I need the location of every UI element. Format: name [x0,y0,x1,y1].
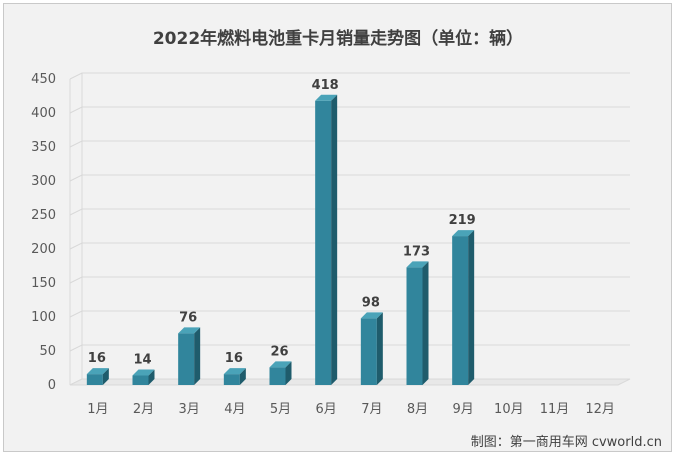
bar-front [86,374,103,385]
x-tick-label: 6月 [316,402,337,417]
y-tick-label: 400 [31,106,56,121]
x-tick-label: 11月 [540,402,570,417]
bar-top [406,261,429,268]
bar-side [102,368,109,385]
y-tick-label: 450 [31,72,56,87]
bar [86,368,109,385]
bar [315,94,338,385]
y-tick-label: 150 [31,276,56,291]
data-labels: 16 14 76 16 26 418 98 173 219 [88,78,476,368]
bar [406,261,429,385]
y-tick-label: 0 [48,378,56,393]
bar-front [406,267,423,385]
gridline [69,140,630,148]
x-tick-label: 8月 [407,402,428,417]
bar-front [452,236,469,385]
chart-title: 2022年燃料电池重卡月销量走势图（单位：辆） [153,28,523,49]
bar [178,327,201,385]
data-label: 16 [88,351,106,366]
y-tick-label: 50 [39,344,56,359]
y-tick-label: 250 [31,208,56,223]
data-label: 16 [225,351,243,366]
y-axis-ticks: 0 50 100 150 200 250 300 350 400 450 [31,72,56,393]
data-label: 219 [449,213,476,228]
data-label: 76 [179,310,197,325]
bar-side [422,261,429,385]
y-tick-label: 300 [31,174,56,189]
bar-front [360,318,377,385]
data-label: 418 [312,78,339,93]
bar [223,368,246,385]
bar-front [315,100,332,385]
bar-side [194,327,201,385]
chart-frame [3,3,672,452]
bar-front [269,367,286,385]
gridline [69,72,630,80]
x-axis-ticks: 1月 2月 3月 4月 5月 6月 7月 8月 9月 10月 11月 12月 [87,402,615,417]
bar-front [223,374,240,385]
gridline [69,174,630,182]
bar [452,230,475,385]
bar-side [285,361,292,385]
y-tick-label: 200 [31,242,56,257]
gridline [69,310,630,318]
gridline [69,344,630,352]
bar-top [86,368,109,375]
bar-side [376,312,383,385]
x-tick-label: 12月 [585,402,615,417]
gridline [69,276,630,284]
x-tick-label: 2月 [133,402,154,417]
bars [86,94,475,385]
credit-text: 制图：第一商用车网 cvworld.cn [471,434,662,450]
x-tick-label: 4月 [224,402,245,417]
x-tick-label: 10月 [494,402,524,417]
x-tick-label: 9月 [453,402,474,417]
x-tick-label: 7月 [361,402,382,417]
bar-side [239,368,246,385]
bar-top [315,94,338,101]
x-tick-label: 5月 [270,402,291,417]
data-label: 98 [362,295,380,310]
y-tick-label: 100 [31,310,56,325]
x-tick-label: 1月 [87,402,108,417]
gridline [69,242,630,250]
gridlines [69,72,630,386]
bar-front [178,333,195,385]
bar-side [468,230,475,385]
y-tick-label: 350 [31,140,56,155]
x-tick-label: 3月 [179,402,200,417]
data-label: 173 [403,244,430,259]
bar [269,361,292,385]
bar-side [331,94,338,385]
bar-top [223,368,246,375]
bar-top [452,230,475,237]
bar-side [148,369,155,385]
bar-top [360,312,383,319]
data-label: 14 [133,352,151,367]
bar [360,312,383,385]
bar-top [132,369,155,376]
bar [132,369,155,385]
data-label: 26 [270,344,288,359]
floor-plane [69,378,631,386]
gridline [69,106,630,114]
chart-floor [69,378,631,386]
bar-top [178,327,201,334]
bar-front [132,375,149,385]
gridline [69,208,630,216]
bar-top [269,361,292,368]
